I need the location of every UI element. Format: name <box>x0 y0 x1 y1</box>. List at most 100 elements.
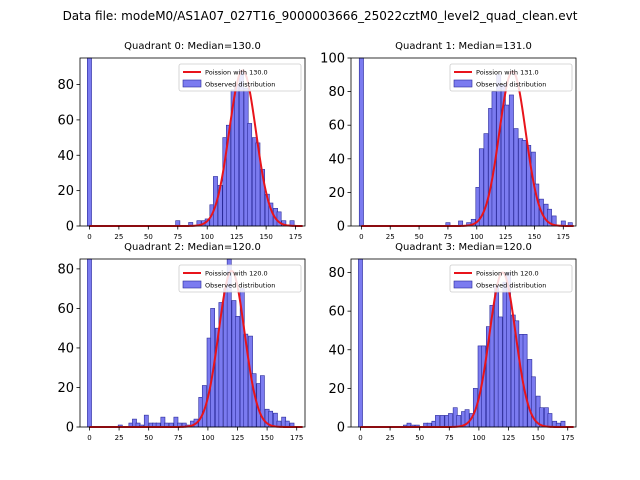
x-tick-label: 125 <box>230 233 243 241</box>
legend-box <box>449 63 573 92</box>
x-tick-label: 50 <box>144 233 153 241</box>
histogram-bar <box>448 413 453 428</box>
y-tick-label: 60 <box>57 302 74 317</box>
x-tick-label: 100 <box>470 233 483 241</box>
legend-bar-label: Observed distribution <box>476 81 546 89</box>
x-tick-label: 75 <box>443 233 452 241</box>
y-tick-label: 0 <box>66 220 74 235</box>
x-tick-label: 100 <box>472 434 485 442</box>
x-tick-label: 75 <box>174 434 183 442</box>
x-tick-label: 0 <box>87 434 91 442</box>
y-tick-label: 60 <box>57 113 74 128</box>
y-tick-label: 0 <box>66 421 74 436</box>
x-tick-label: 25 <box>386 233 395 241</box>
legend-curve-label: Poission with 130.0 <box>205 69 268 77</box>
legend-curve-label: Poission with 120.0 <box>476 270 539 278</box>
x-tick-label: 175 <box>557 233 570 241</box>
legend-curve-label: Poission with 120.0 <box>205 270 268 278</box>
histogram-bar <box>143 414 149 428</box>
y-tick-label: 20 <box>57 184 74 199</box>
x-tick-label: 50 <box>144 434 153 442</box>
x-tick-label: 100 <box>201 233 214 241</box>
quadrant-2-title: Quadrant 2: Median=120.0 <box>124 242 261 253</box>
legend-bar-swatch <box>453 79 473 88</box>
quadrant-0-legend: Poission with 130.0 Observed distributio… <box>178 63 302 92</box>
axes-frame <box>79 57 306 227</box>
axes-frame <box>350 258 577 428</box>
quadrant-0-title: Quadrant 0: Median=130.0 <box>124 41 261 52</box>
legend-bar-swatch <box>453 280 473 289</box>
quadrant-1-panel: Quadrant 1: Median=131.0 0 25 50 75 100 125 15… <box>320 41 577 241</box>
x-tick-label: 150 <box>528 233 541 241</box>
histogram-bar <box>87 57 92 227</box>
y-tick-label: 60 <box>328 119 345 134</box>
legend-bar-label: Observed distribution <box>205 282 275 290</box>
x-tick-label: 75 <box>173 233 182 241</box>
histogram-bar <box>513 128 519 227</box>
legend-bar-swatch <box>182 79 202 88</box>
quadrant-1-legend: Poission with 131.0 Observed distributio… <box>449 63 573 92</box>
axes-frame <box>79 258 306 428</box>
y-tick-label: 60 <box>328 305 345 320</box>
histogram-bar <box>358 57 364 227</box>
y-tick-label: 80 <box>57 262 74 277</box>
x-tick-label: 50 <box>415 434 424 442</box>
x-tick-label: 0 <box>87 233 91 241</box>
histogram-bar <box>235 316 240 428</box>
quadrant-3-legend: Poission with 120.0 Observed distributio… <box>449 264 573 293</box>
y-tick-label: 20 <box>57 381 74 396</box>
histogram-bar <box>547 413 553 428</box>
x-tick-label: 50 <box>415 233 424 241</box>
quadrant-2-legend: Poission with 120.0 Observed distributio… <box>178 264 302 293</box>
histogram-bar <box>508 94 514 227</box>
y-tick-label: 100 <box>320 52 345 67</box>
legend-curve-label: Poission with 131.0 <box>476 69 539 77</box>
axes-frame <box>350 57 577 227</box>
x-tick-label: 125 <box>499 233 512 241</box>
x-tick-label: 25 <box>115 434 124 442</box>
legend-box <box>178 264 302 293</box>
legend-box <box>178 63 302 92</box>
y-tick-label: 40 <box>328 343 345 358</box>
x-tick-label: 175 <box>290 434 303 442</box>
legend-bar-label: Observed distribution <box>476 282 546 290</box>
y-tick-label: 20 <box>328 382 345 397</box>
x-tick-label: 0 <box>358 434 362 442</box>
histogram-bar <box>247 123 253 227</box>
histogram-bar <box>87 258 92 428</box>
x-tick-label: 150 <box>260 434 273 442</box>
quadrant-0-panel: Quadrant 0: Median=130.0 0 25 50 75 100 125 15… <box>57 41 306 241</box>
histogram-bar <box>358 258 363 428</box>
x-tick-label: 125 <box>502 434 515 442</box>
legend-box <box>449 264 573 293</box>
histogram-bar <box>238 70 244 227</box>
x-tick-label: 125 <box>231 434 244 442</box>
x-tick-label: 150 <box>259 233 272 241</box>
x-tick-label: 25 <box>386 434 395 442</box>
y-tick-label: 40 <box>57 149 74 164</box>
x-tick-label: 175 <box>561 434 574 442</box>
x-tick-label: 150 <box>531 434 544 442</box>
x-tick-label: 75 <box>445 434 454 442</box>
poisson-curve <box>89 69 303 227</box>
y-tick-label: 80 <box>328 85 345 100</box>
y-tick-label: 80 <box>328 266 345 281</box>
histogram-bar <box>521 140 527 227</box>
x-tick-label: 100 <box>201 434 214 442</box>
figure-title: Data file: modeM0/AS1A07_027T16_90000036… <box>63 9 578 23</box>
quadrant-3-panel: Quadrant 3: Median=120.0 0 25 50 75 100 125 15… <box>328 242 577 442</box>
legend-bar-swatch <box>182 280 202 289</box>
histogram-bar <box>497 316 503 428</box>
histogram-bar <box>439 415 445 428</box>
histogram-bar <box>234 84 240 227</box>
x-tick-label: 175 <box>289 233 302 241</box>
y-tick-label: 20 <box>328 186 345 201</box>
y-tick-label: 40 <box>57 341 74 356</box>
histogram-bar <box>435 415 440 428</box>
quadrant-2-panel: Quadrant 2: Median=120.0 0 25 50 75 100 125 15… <box>57 242 306 442</box>
poisson-curve <box>89 269 303 428</box>
quadrant-3-title: Quadrant 3: Median=120.0 <box>395 242 532 253</box>
x-tick-label: 0 <box>359 233 363 241</box>
legend-bar-label: Observed distribution <box>205 81 275 89</box>
